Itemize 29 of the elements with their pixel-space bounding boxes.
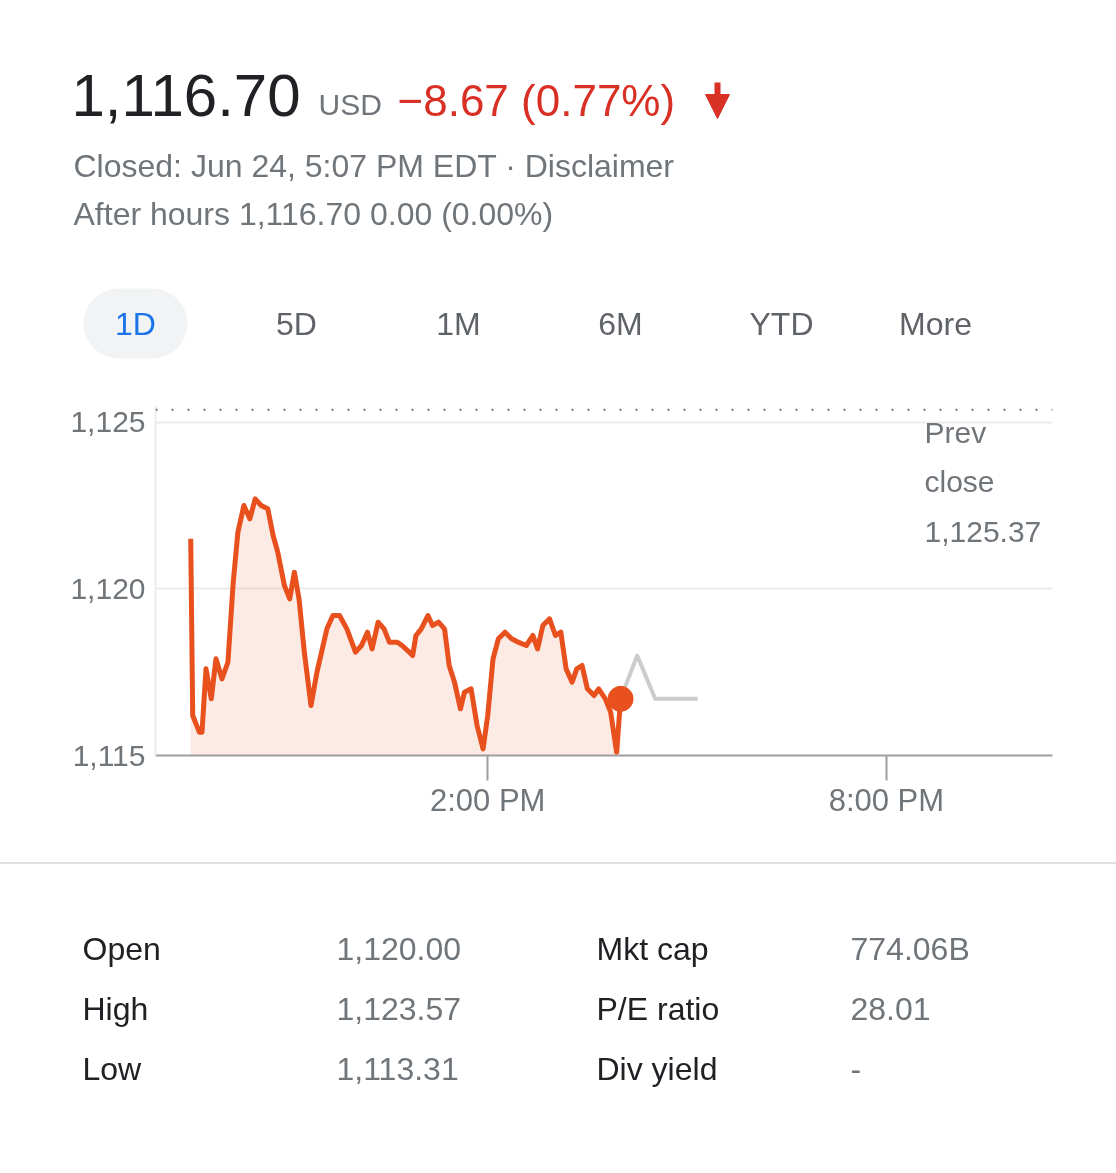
text: 6M — [598, 305, 643, 342]
text: 1,123.57 — [336, 990, 462, 1027]
text: 28.01 — [850, 990, 931, 1027]
text: Open — [82, 930, 161, 967]
text: P/E ratio — [596, 990, 720, 1027]
text: - — [850, 1050, 862, 1087]
text: YTD — [749, 305, 814, 342]
text: −8.67 (0.77%) — [397, 76, 676, 125]
text: 5D — [276, 305, 317, 342]
text: 1,113.31 — [336, 1050, 459, 1087]
text: 1M — [436, 305, 481, 342]
text: More — [899, 305, 972, 342]
ref-line-label: Prev close 1,125.37 — [924, 415, 1042, 548]
chart-subtitle: Closed: Jun 24, 5:07 PM EDT · Disclaimer — [73, 147, 675, 184]
x-tick-label: 8:00 PM — [828, 782, 945, 818]
text: 1D — [115, 305, 156, 342]
y-tick-label: 1,120 — [70, 571, 146, 605]
x-tick-label: 2:00 PM — [430, 782, 546, 818]
text: Mkt cap — [596, 930, 709, 967]
text: USD — [318, 88, 382, 121]
y-tick-label: 1,115 — [72, 738, 146, 772]
text: After hours 1,116.70 0.00 (0.00%) — [73, 195, 554, 232]
text: Low — [82, 1050, 143, 1087]
text: 774.06B — [850, 930, 970, 967]
text: Div yield — [596, 1050, 718, 1087]
text: 1,120.00 — [336, 930, 462, 967]
text: High — [82, 990, 149, 1027]
y-tick-label: 1,125 — [70, 405, 146, 439]
chart-title: 1,116.70 — [71, 62, 301, 129]
